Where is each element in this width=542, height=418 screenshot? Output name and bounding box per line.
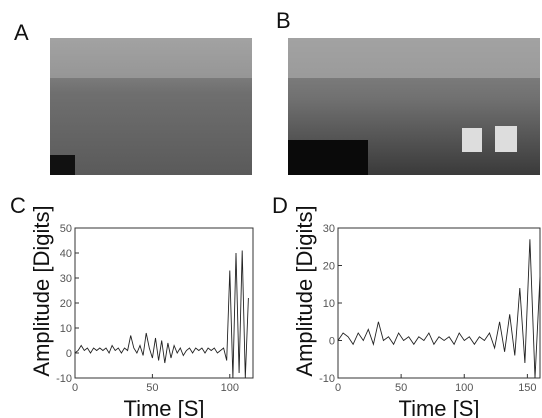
panel-label: C [10,193,26,218]
y-tick-label: 20 [323,261,335,273]
photo-a [50,38,252,175]
x-axis-label: Time [S] [398,396,479,418]
signal-line [337,239,541,379]
panel-label: A [14,20,29,45]
y-tick-label: 10 [60,323,72,335]
y-tick-label: 0 [329,336,335,348]
x-axis-label: Time [S] [123,396,204,418]
x-tick-label: 0 [335,382,341,394]
panel-label: B [276,8,291,33]
y-tick-label: 20 [60,298,72,310]
y-tick-label: -10 [56,373,72,385]
x-tick-label: 50 [395,382,407,394]
x-tick-label: 50 [146,382,158,394]
y-tick-label: -10 [319,373,335,385]
y-tick-label: 30 [323,223,335,235]
y-tick-label: 0 [66,348,72,360]
panel-label: D [272,193,288,218]
y-tick-label: 30 [60,273,72,285]
y-tick-label: 40 [60,248,72,260]
x-tick-label: 0 [72,382,78,394]
x-tick-label: 150 [518,382,536,394]
y-tick-label: 10 [323,298,335,310]
photo-b [288,38,540,175]
x-tick-label: 100 [455,382,473,394]
y-tick-label: 50 [60,223,72,235]
plot-frame [337,227,541,379]
signal-line [74,250,249,379]
y-axis-label: Amplitude [Digits] [29,205,54,376]
x-tick-label: 100 [221,382,239,394]
y-axis-label: Amplitude [Digits] [292,205,317,376]
